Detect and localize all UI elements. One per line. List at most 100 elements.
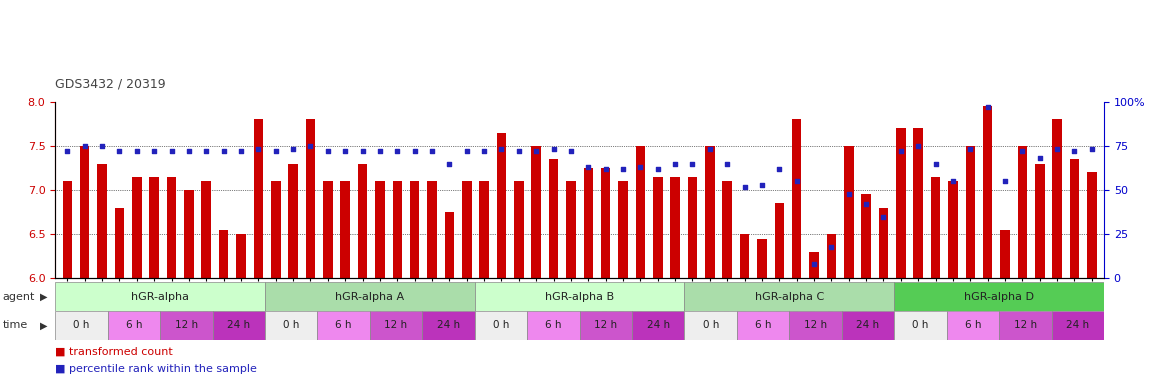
Bar — [475, 311, 527, 340]
Bar — [930, 177, 941, 278]
Point — [580, 164, 598, 170]
Bar — [913, 128, 923, 278]
Point — [1065, 148, 1083, 154]
Text: 12 h: 12 h — [804, 320, 827, 331]
Text: ■ transformed count: ■ transformed count — [55, 346, 172, 356]
Bar — [55, 282, 264, 311]
Bar — [306, 119, 315, 278]
Point — [840, 190, 858, 197]
Point — [927, 161, 945, 167]
Point — [353, 148, 371, 154]
Text: 24 h: 24 h — [1066, 320, 1089, 331]
Text: 12 h: 12 h — [384, 320, 407, 331]
Point — [128, 148, 146, 154]
Bar — [600, 168, 611, 278]
Point — [735, 184, 753, 190]
Text: ■ percentile rank within the sample: ■ percentile rank within the sample — [55, 364, 258, 374]
Text: 0 h: 0 h — [283, 320, 299, 331]
Point — [475, 148, 493, 154]
Point — [179, 148, 198, 154]
Bar — [218, 230, 229, 278]
Bar — [108, 311, 160, 340]
Text: 24 h: 24 h — [437, 320, 460, 331]
Bar — [475, 282, 684, 311]
Bar — [549, 159, 559, 278]
Point — [874, 214, 892, 220]
Text: hGR-alpha: hGR-alpha — [131, 291, 189, 302]
Point — [979, 104, 997, 110]
Bar — [1000, 230, 1010, 278]
Text: hGR-alpha C: hGR-alpha C — [754, 291, 825, 302]
Bar — [527, 311, 580, 340]
Bar — [531, 146, 540, 278]
Bar — [1070, 159, 1079, 278]
Bar — [688, 177, 697, 278]
Bar — [810, 252, 819, 278]
Text: 12 h: 12 h — [175, 320, 198, 331]
Bar — [462, 181, 471, 278]
Point — [267, 148, 285, 154]
Text: 0 h: 0 h — [74, 320, 90, 331]
Point — [284, 146, 302, 152]
Bar — [999, 311, 1051, 340]
Text: 24 h: 24 h — [646, 320, 669, 331]
Bar — [583, 168, 593, 278]
Point — [458, 148, 476, 154]
Point — [857, 201, 875, 207]
Bar — [323, 181, 332, 278]
Bar — [289, 164, 298, 278]
Point — [319, 148, 337, 154]
Text: 12 h: 12 h — [595, 320, 618, 331]
Bar — [392, 181, 402, 278]
Bar — [966, 146, 975, 278]
Bar — [948, 181, 958, 278]
Bar — [684, 311, 737, 340]
Point — [944, 178, 963, 184]
Bar — [722, 181, 731, 278]
Bar — [946, 311, 999, 340]
Text: 6 h: 6 h — [545, 320, 561, 331]
Bar — [271, 181, 281, 278]
Bar — [670, 177, 680, 278]
Text: GDS3432 / 20319: GDS3432 / 20319 — [55, 77, 166, 90]
Bar — [789, 311, 842, 340]
Point — [527, 148, 545, 154]
Bar — [264, 311, 317, 340]
Bar — [55, 311, 108, 340]
Bar — [514, 181, 523, 278]
Text: 0 h: 0 h — [492, 320, 509, 331]
Text: 6 h: 6 h — [336, 320, 352, 331]
Bar — [774, 204, 784, 278]
Text: 24 h: 24 h — [228, 320, 251, 331]
Point — [59, 148, 77, 154]
Bar — [167, 177, 176, 278]
Bar — [1087, 172, 1097, 278]
Point — [822, 243, 841, 250]
Bar — [409, 181, 420, 278]
Point — [891, 148, 910, 154]
Bar — [160, 311, 213, 340]
Bar — [132, 177, 141, 278]
Bar — [705, 146, 714, 278]
Bar — [684, 282, 895, 311]
Text: 0 h: 0 h — [703, 320, 719, 331]
Bar — [895, 282, 1104, 311]
Point — [683, 161, 702, 167]
Bar — [580, 311, 633, 340]
Point — [614, 166, 632, 172]
Point — [509, 148, 528, 154]
Point — [301, 143, 320, 149]
Point — [440, 161, 459, 167]
Point — [250, 146, 268, 152]
Bar — [1052, 119, 1061, 278]
Point — [423, 148, 442, 154]
Bar — [861, 194, 871, 278]
Bar — [636, 146, 645, 278]
Bar — [81, 146, 90, 278]
Bar — [879, 208, 888, 278]
Bar — [619, 181, 628, 278]
Bar — [844, 146, 853, 278]
Bar — [201, 181, 212, 278]
Point — [805, 261, 823, 267]
Bar — [983, 106, 992, 278]
